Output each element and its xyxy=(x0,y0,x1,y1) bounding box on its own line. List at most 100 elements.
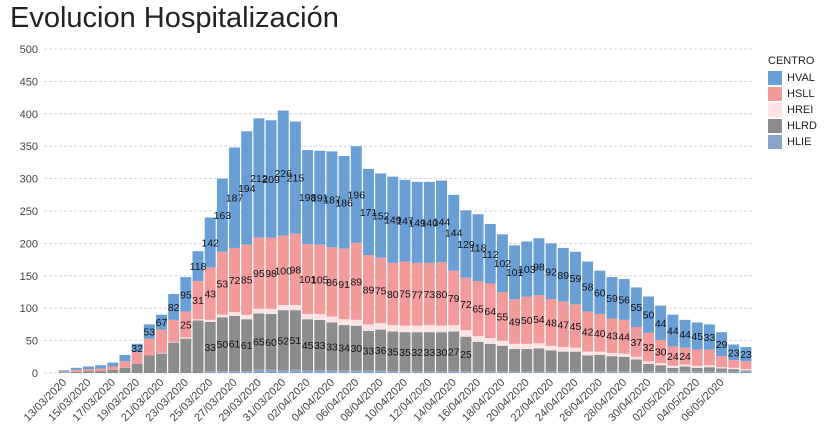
bar-segment-hlrd xyxy=(533,348,545,372)
bar-segment-hval xyxy=(216,178,228,252)
bar-segment-hrei xyxy=(533,343,545,349)
data-label-hlrd: 30 xyxy=(436,347,448,359)
bar-segment-hlrd xyxy=(582,355,594,372)
bar-segment-hrei xyxy=(436,325,448,333)
bar-segment-hrei xyxy=(630,356,642,360)
bar-segment-hsll xyxy=(643,332,654,362)
bar-segment-hlie xyxy=(509,371,521,373)
bar-segment-hlrd xyxy=(728,369,740,372)
bar-segment-hsll xyxy=(350,242,362,320)
data-label-hsll: 101 xyxy=(299,274,317,286)
bar-segment-hlrd xyxy=(277,310,289,371)
data-label-hval: 187 xyxy=(323,194,341,206)
bar-segment-hlrd xyxy=(119,367,131,373)
bar-segment-hrei xyxy=(545,345,557,351)
data-label-hval: 144 xyxy=(433,216,451,228)
bar-segment-hsll xyxy=(594,314,606,352)
bar-segment-hsll xyxy=(667,346,679,366)
data-label-hlrd: 34 xyxy=(338,343,350,355)
bar-segment-hrei xyxy=(265,308,277,315)
bar-segment-hval xyxy=(82,366,94,370)
data-label-hsll: 54 xyxy=(533,314,545,326)
bar-segment-hlie xyxy=(289,369,301,373)
bar-segment-hval xyxy=(411,181,423,263)
bar-segment-hval xyxy=(302,150,314,245)
bar-segment-hlrd xyxy=(655,365,667,372)
bar-segment-hval xyxy=(448,194,460,271)
data-label-hval: 194 xyxy=(238,183,256,195)
bar-segment-hsll xyxy=(716,356,728,368)
bar-segment-hlrd xyxy=(691,367,703,372)
bar-segment-hlrd xyxy=(326,322,338,371)
bar-segment-hlrd xyxy=(192,320,204,373)
bar-segment-hval xyxy=(618,279,630,320)
data-label-hlrd: 33 xyxy=(314,340,326,352)
data-label-hlrd: 32 xyxy=(411,347,423,359)
bar-segment-hrei xyxy=(326,316,338,323)
data-label-hsll: 55 xyxy=(497,311,509,323)
bar-segment-hlrd xyxy=(180,338,192,373)
bar-segment-hrei xyxy=(460,330,472,337)
bar-segment-hrei xyxy=(192,319,204,321)
bar-segment-hlie xyxy=(362,370,374,373)
bar-segment-hsll xyxy=(168,319,180,342)
bar-segment-hlie xyxy=(569,371,581,373)
bar-segment-hval xyxy=(131,343,143,353)
data-label-hval: 101 xyxy=(506,267,524,279)
bar-segment-hval xyxy=(655,305,667,340)
data-label-hval: 56 xyxy=(618,294,630,306)
bar-segment-hrei xyxy=(716,367,728,369)
data-label-hval: 226 xyxy=(274,168,292,180)
data-label-hlrd: 65 xyxy=(253,337,265,349)
bar-segment-hsll xyxy=(436,262,448,326)
y-tick-label: 500 xyxy=(20,44,38,56)
data-label-hval: 59 xyxy=(606,293,618,305)
bar-segment-hval xyxy=(716,332,728,357)
bar-segment-hlrd xyxy=(703,367,715,372)
bar-segment-hlie xyxy=(460,371,472,373)
bar-segment-hrei xyxy=(448,325,460,332)
bar-segment-hlrd xyxy=(496,345,508,372)
data-label-hsll: 72 xyxy=(229,275,241,287)
legend: CENTRO HVAL HSLL HREI HLRD HLIE xyxy=(768,55,817,150)
bar-segment-hsll xyxy=(582,311,594,352)
bar-segment-hlie xyxy=(411,371,423,373)
data-label-hval: 103 xyxy=(518,264,536,276)
bar-segment-hlrd xyxy=(569,351,581,372)
bar-segment-hlrd xyxy=(302,319,314,371)
data-label-hval: 44 xyxy=(679,329,691,341)
data-label-hsll: 95 xyxy=(253,268,265,280)
data-label-hval: 191 xyxy=(311,193,329,205)
bar-segment-hlie xyxy=(533,371,545,373)
bar-segment-hsll xyxy=(156,329,167,353)
bar-segment-hsll xyxy=(460,277,472,331)
data-label-hsll: 50 xyxy=(521,315,533,327)
data-label-hlrd: 27 xyxy=(448,346,460,358)
legend-items: HVAL HSLL HREI HLRD HLIE xyxy=(768,70,817,150)
data-label-hsll: 25 xyxy=(180,319,192,331)
data-label-hsll: 49 xyxy=(509,316,521,328)
bar-segment-hlie xyxy=(448,371,460,373)
bar-segment-hsll xyxy=(509,299,521,344)
bar-segment-hval xyxy=(119,354,131,362)
legend-label: HLRD xyxy=(787,120,817,132)
bar-segment-hrei xyxy=(253,308,265,314)
bar-segment-hsll xyxy=(606,318,618,353)
bar-segment-hsll xyxy=(265,237,277,309)
data-label-hlrd: 33 xyxy=(326,341,338,353)
y-tick-label: 50 xyxy=(26,336,38,348)
bar-segment-hval xyxy=(70,367,82,370)
bar-segment-hlrd xyxy=(387,331,399,372)
bar-segment-hval xyxy=(643,296,654,333)
data-label-hlrd: 61 xyxy=(229,339,241,351)
bar-segment-hrei xyxy=(314,314,326,320)
data-label-hsll: 80 xyxy=(387,289,399,301)
bar-segment-hval xyxy=(679,319,691,348)
bar-segment-hsll xyxy=(740,361,752,370)
data-label-hlrd: 25 xyxy=(460,349,472,361)
legend-swatch xyxy=(768,135,782,149)
data-label-hval: 212 xyxy=(250,173,268,185)
data-label-hval: 140 xyxy=(421,217,439,229)
x-axis: 13/03/202015/03/202017/03/202019/03/2020… xyxy=(22,377,727,424)
bar-segment-hrei xyxy=(740,369,752,371)
